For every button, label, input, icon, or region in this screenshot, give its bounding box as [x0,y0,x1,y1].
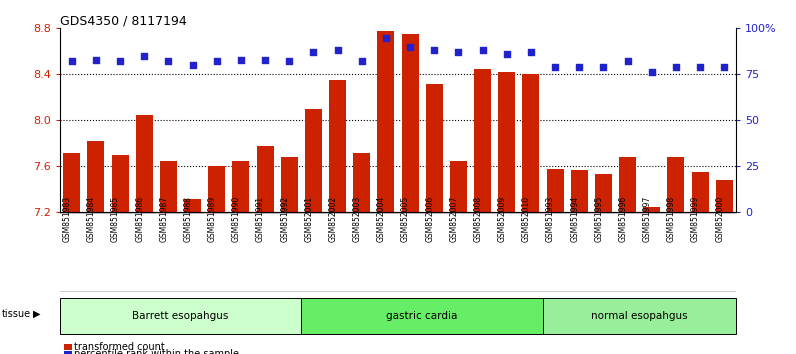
Bar [571,170,587,212]
Point [525,50,537,55]
Bar [111,155,129,212]
Text: GSM851996: GSM851996 [618,196,627,242]
FancyBboxPatch shape [543,298,736,334]
Point [307,50,320,55]
Text: GSM852001: GSM852001 [304,196,314,242]
Text: GSM851997: GSM851997 [642,196,652,242]
Bar [88,141,104,212]
Text: GSM851984: GSM851984 [87,196,96,242]
Point [114,59,127,64]
Point [669,64,682,70]
Bar [281,157,298,212]
Bar [498,72,515,212]
Point [355,59,368,64]
FancyBboxPatch shape [60,298,302,334]
Bar [474,69,491,212]
Text: GSM852003: GSM852003 [353,196,361,242]
Text: GSM851991: GSM851991 [256,196,265,242]
Text: GSM851993: GSM851993 [546,196,555,242]
Point [138,53,150,59]
Point [90,57,103,62]
Bar [692,172,708,212]
Bar [402,34,419,212]
FancyBboxPatch shape [302,298,543,334]
Bar [136,115,153,212]
Bar [184,199,201,212]
Bar [305,109,322,212]
Text: gastric cardia: gastric cardia [387,311,458,321]
Point [380,35,392,40]
Point [693,64,706,70]
Bar [64,153,80,212]
Point [162,59,175,64]
Point [548,64,561,70]
Text: GSM851989: GSM851989 [208,196,217,242]
Bar [547,169,564,212]
Text: GSM852008: GSM852008 [474,196,482,242]
Point [646,70,658,75]
Bar [160,161,177,212]
Bar [522,74,540,212]
Point [404,44,416,50]
Text: ▶: ▶ [33,309,41,319]
Text: GSM852009: GSM852009 [498,196,507,242]
Text: GSM852010: GSM852010 [522,196,531,242]
Point [718,64,731,70]
Bar [209,166,225,212]
Text: GSM851994: GSM851994 [570,196,579,242]
Point [597,64,610,70]
Bar [619,157,636,212]
Text: GSM852000: GSM852000 [716,196,724,242]
Text: GSM851986: GSM851986 [135,196,144,242]
Bar [256,146,274,212]
Bar [232,161,249,212]
Bar [450,161,467,212]
Text: GSM852005: GSM852005 [401,196,410,242]
Text: normal esopahgus: normal esopahgus [591,311,688,321]
Text: transformed count: transformed count [74,342,165,352]
Bar [643,207,660,212]
Point [283,59,295,64]
Point [573,64,586,70]
Text: tissue: tissue [2,309,31,319]
Text: GSM851987: GSM851987 [159,196,169,242]
Text: GSM852007: GSM852007 [450,196,458,242]
Point [235,57,248,62]
Point [501,51,513,57]
Text: GDS4350 / 8117194: GDS4350 / 8117194 [60,14,186,27]
Point [259,57,271,62]
Text: GSM851999: GSM851999 [691,196,700,242]
Text: GSM852002: GSM852002 [329,196,338,242]
Point [331,47,344,53]
Text: GSM851985: GSM851985 [111,196,120,242]
Point [210,59,223,64]
Point [476,47,489,53]
Bar [595,175,612,212]
Point [65,59,78,64]
Text: GSM852004: GSM852004 [377,196,386,242]
Text: GSM852006: GSM852006 [425,196,435,242]
Text: GSM851988: GSM851988 [184,196,193,242]
Point [621,59,634,64]
Point [428,47,441,53]
Point [452,50,465,55]
Bar [329,80,346,212]
Text: Barrett esopahgus: Barrett esopahgus [132,311,228,321]
Text: percentile rank within the sample: percentile rank within the sample [74,349,239,354]
Text: GSM851990: GSM851990 [232,196,241,242]
Bar [716,180,732,212]
Bar [426,84,443,212]
Text: GSM851998: GSM851998 [667,196,676,242]
Bar [667,157,685,212]
Text: GSM851992: GSM851992 [280,196,289,242]
Text: GSM851995: GSM851995 [595,196,603,242]
Bar [353,153,370,212]
Text: GSM851983: GSM851983 [63,196,72,242]
Point [186,62,199,68]
Bar [377,31,394,212]
